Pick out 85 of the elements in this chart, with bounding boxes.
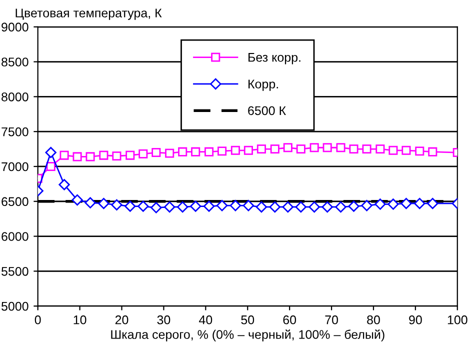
point [295, 201, 307, 213]
point [60, 150, 69, 160]
point [178, 147, 188, 156]
legend-label: Корр. [248, 80, 278, 91]
point [190, 200, 202, 212]
point [203, 200, 215, 212]
point [244, 146, 253, 155]
y-tick-label: 7000 [2, 162, 28, 172]
point [296, 144, 306, 154]
point [176, 201, 188, 213]
point [112, 151, 122, 161]
x-tick-label: 20 [115, 315, 128, 324]
point [165, 148, 174, 158]
point [269, 201, 280, 213]
point [322, 143, 332, 152]
point [400, 198, 412, 210]
point [86, 152, 95, 162]
point [427, 198, 438, 210]
point [45, 146, 56, 158]
point [402, 146, 411, 155]
point [362, 144, 372, 154]
point [348, 200, 360, 212]
point [283, 143, 292, 152]
point [46, 162, 56, 171]
point [414, 198, 426, 210]
y-tick-label: 8500 [2, 58, 28, 66]
x-tick-label: 100 [448, 315, 468, 324]
x-axis-title: Шкала серого, % (0% – черный, 100% – белый) [111, 330, 384, 342]
point [428, 147, 438, 156]
x-tick-label: 40 [198, 315, 212, 324]
x-tick-label: 60 [283, 315, 296, 324]
point [111, 199, 122, 210]
point [335, 201, 346, 213]
point [72, 152, 82, 162]
point [150, 202, 162, 214]
x-tick-label: 0 [34, 315, 41, 324]
point [126, 150, 135, 160]
point [218, 146, 227, 156]
point [204, 147, 214, 156]
point [415, 146, 424, 156]
point [322, 201, 333, 213]
y-tick-label: 6500 [2, 197, 28, 206]
y-tick-label: 5500 [2, 266, 28, 276]
point [336, 143, 346, 152]
point [310, 143, 319, 152]
point [230, 146, 240, 155]
point [270, 144, 280, 154]
x-tick-label: 10 [74, 315, 86, 324]
point [242, 200, 254, 212]
point [124, 200, 136, 212]
point [361, 200, 372, 212]
x-tick-label: 90 [409, 315, 422, 324]
point [152, 148, 161, 158]
point [376, 144, 385, 154]
point [72, 194, 83, 206]
y-tick-label: 6000 [2, 232, 28, 241]
point [374, 198, 386, 210]
point [84, 197, 96, 208]
point [58, 179, 70, 190]
point [388, 146, 398, 155]
point [256, 201, 268, 213]
point [216, 200, 228, 212]
x-tick-label: 80 [367, 315, 380, 324]
point [349, 144, 358, 154]
point [98, 198, 110, 210]
legend-label: 6500 К [248, 106, 286, 116]
point [138, 149, 148, 158]
x-tick-label: 70 [325, 315, 338, 324]
point [191, 147, 200, 156]
point [388, 198, 399, 210]
y-axis-title: Цветовая температура, К [16, 8, 162, 20]
point [164, 201, 176, 213]
y-tick-label: 9000 [2, 22, 28, 32]
point [256, 144, 266, 154]
y-tick-label: 8000 [2, 92, 28, 102]
point [308, 201, 320, 213]
legend-label: Без корр. [248, 53, 300, 64]
x-tick-label: 30 [157, 315, 170, 324]
point [99, 150, 108, 160]
point [138, 200, 149, 212]
point [282, 201, 294, 213]
y-tick-label: 5000 [2, 302, 28, 311]
y-tick-label: 7500 [2, 127, 28, 136]
point [230, 200, 242, 212]
x-tick-label: 50 [241, 315, 254, 324]
